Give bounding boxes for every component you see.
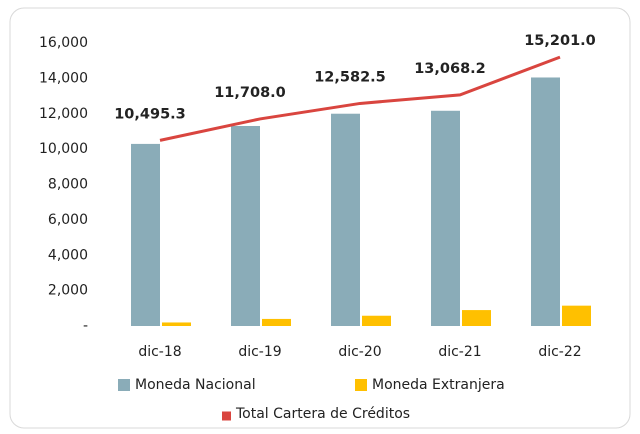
legend-label: Moneda Extranjera bbox=[372, 377, 505, 393]
bar bbox=[462, 310, 491, 326]
data-label: 10,495.3 bbox=[114, 106, 186, 122]
x-tick-label: dic-20 bbox=[338, 344, 381, 360]
data-label: 15,201.0 bbox=[524, 33, 596, 49]
bar bbox=[231, 125, 260, 327]
y-tick-label: 14,000 bbox=[39, 70, 88, 86]
line bbox=[159, 55, 561, 142]
bar bbox=[162, 322, 191, 326]
y-tick-label: 6,000 bbox=[48, 212, 88, 228]
bar bbox=[131, 143, 160, 326]
data-label: 13,068.2 bbox=[414, 61, 486, 77]
bar bbox=[262, 318, 291, 326]
y-tick-label: - bbox=[83, 318, 88, 334]
data-label: 12,582.5 bbox=[314, 69, 386, 85]
bar bbox=[531, 77, 560, 327]
bar bbox=[331, 113, 360, 326]
bar bbox=[431, 110, 460, 326]
x-tick-label: dic-21 bbox=[438, 344, 481, 360]
legend-swatch bbox=[118, 379, 130, 391]
y-tick-label: 4,000 bbox=[48, 247, 88, 263]
x-tick-label: dic-19 bbox=[238, 344, 281, 360]
y-tick-label: 16,000 bbox=[39, 35, 88, 51]
bar bbox=[362, 315, 391, 326]
y-tick-label: 8,000 bbox=[48, 177, 88, 193]
x-tick-label: dic-22 bbox=[538, 344, 581, 360]
bar bbox=[562, 305, 591, 326]
legend-swatch bbox=[222, 411, 231, 421]
y-tick-label: 10,000 bbox=[39, 141, 88, 157]
data-label: 11,708.0 bbox=[214, 85, 286, 101]
legend-swatch bbox=[355, 379, 367, 391]
legend-label: Total Cartera de Créditos bbox=[235, 406, 410, 422]
y-tick-label: 12,000 bbox=[39, 106, 88, 122]
x-tick-label: dic-18 bbox=[138, 344, 181, 360]
legend-label: Moneda Nacional bbox=[135, 377, 256, 393]
y-tick-label: 2,000 bbox=[48, 283, 88, 299]
